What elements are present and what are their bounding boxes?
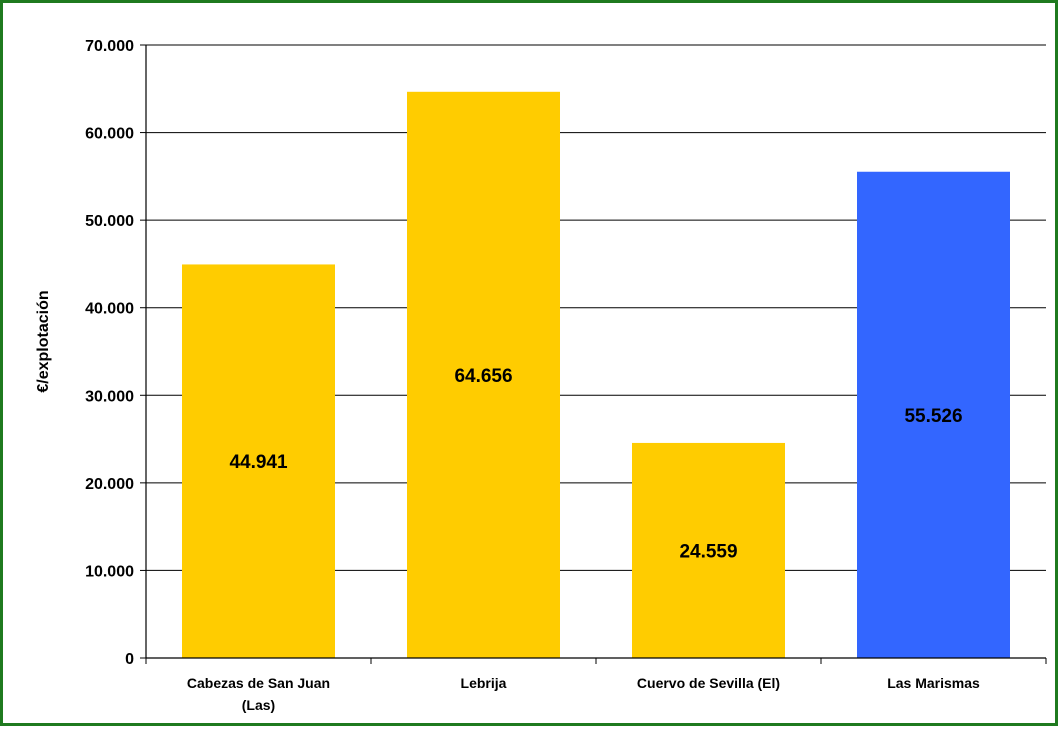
x-category-label: Lebrija xyxy=(461,675,507,691)
bar xyxy=(407,91,560,659)
y-tick-label: 10.000 xyxy=(85,563,134,580)
y-tick-label: 60.000 xyxy=(85,126,134,143)
x-category-labels: Cabezas de San Juan (Las) Lebrija Cuervo de… xyxy=(187,675,980,713)
y-axis-label: €/explotación xyxy=(35,290,52,392)
data-label: 44.941 xyxy=(229,452,288,473)
data-labels: 44.941 64.656 24.559 55.526 xyxy=(229,366,962,563)
y-tick-label: 40.000 xyxy=(85,301,134,318)
x-category-label: Cuervo de Sevilla (El) xyxy=(637,675,780,691)
y-tick-label: 30.000 xyxy=(85,388,134,405)
x-category-label: Las Marismas xyxy=(887,675,980,691)
data-label: 55.526 xyxy=(904,406,962,427)
bar xyxy=(632,442,785,658)
x-category-label: Cabezas de San Juan (Las) xyxy=(187,675,330,713)
bar-chart: 0 10.000 20.000 30.000 40.000 50.000 60.000 70.… xyxy=(35,38,1047,713)
bars xyxy=(182,91,1010,659)
y-tick-labels: 0 10.000 20.000 30.000 40.000 50.000 60.000 70.… xyxy=(85,38,134,668)
data-label: 64.656 xyxy=(454,366,512,387)
axes xyxy=(140,44,1047,664)
bar xyxy=(857,171,1010,658)
y-tick-label: 70.000 xyxy=(85,38,134,55)
bar xyxy=(182,264,335,658)
y-tick-label: 0 xyxy=(125,651,134,668)
y-tick-label: 20.000 xyxy=(85,476,134,493)
y-tick-label: 50.000 xyxy=(85,213,134,230)
data-label: 24.559 xyxy=(679,541,737,562)
